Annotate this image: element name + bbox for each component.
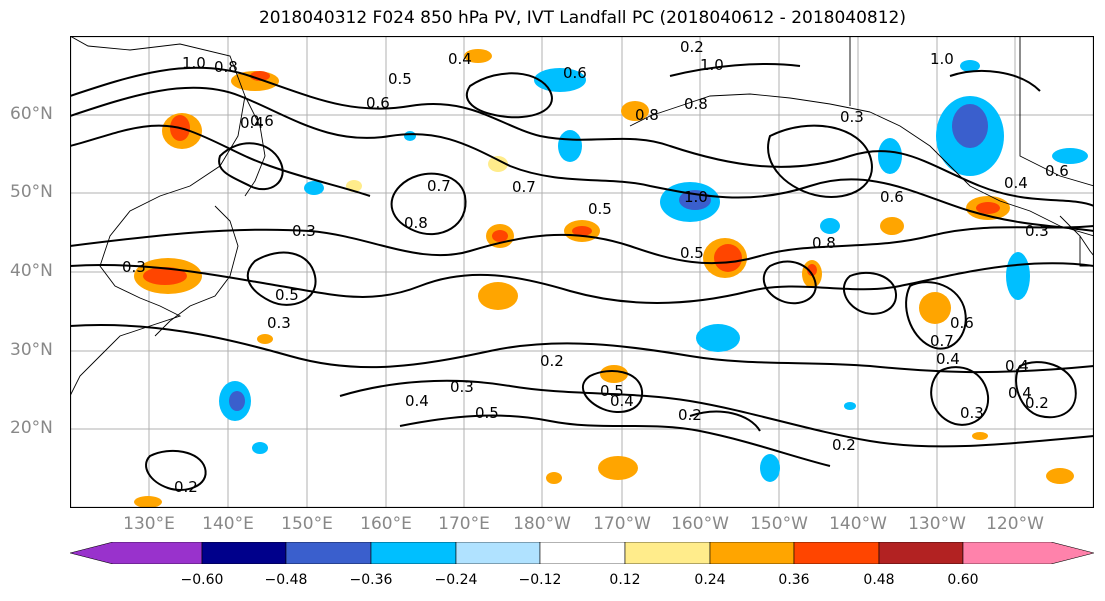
contour-label: 0.5	[600, 382, 624, 400]
contour-label: 0.2	[832, 436, 856, 454]
map-border	[70, 36, 1094, 508]
contour-label: 0.5	[388, 70, 412, 88]
pv-contours	[70, 63, 1094, 491]
contour-label: 0.8	[635, 106, 659, 124]
lon-label: 120°W	[986, 514, 1044, 534]
contour-label: 0.4	[936, 350, 960, 368]
contour-label: 0.2	[678, 406, 702, 424]
colorbar-swatch	[539, 542, 626, 564]
contour-label: 0.7	[930, 332, 954, 350]
contour-label: 0.3	[840, 108, 864, 126]
contour-label: 0.4	[240, 114, 264, 132]
contour-label: 0.2	[174, 478, 198, 496]
colorbar	[70, 542, 1094, 564]
lat-label: 50°N	[10, 182, 53, 202]
colorbar-tick-label: −0.36	[349, 572, 393, 588]
colorbar-tick-label: −0.24	[434, 572, 478, 588]
colorbar-svg	[70, 542, 1094, 564]
contour-label: 0.6	[950, 314, 974, 332]
contour-label: 0.8	[812, 234, 836, 252]
contour-label: 0.8	[214, 58, 238, 76]
lon-label: 170°E	[438, 514, 490, 534]
contour-label: 0.4	[610, 392, 634, 410]
contour-label: 0.2	[1025, 394, 1049, 412]
contour-label: 0.6	[366, 94, 390, 112]
lon-label: 180°W	[513, 514, 571, 534]
contour-label: 0.7	[427, 177, 451, 195]
colorbar-swatch	[455, 542, 541, 564]
colorbar-extend-low	[70, 542, 203, 564]
colorbar-tick-label: 0.36	[778, 572, 810, 588]
colorbar-tick-label: 0.60	[947, 572, 979, 588]
contour-label: 0.3	[122, 258, 146, 276]
contour-label: 0.4	[405, 392, 429, 410]
colorbar-tick-label: −0.48	[264, 572, 308, 588]
colorbar-tick-label: −0.12	[518, 572, 562, 588]
contour-label: 0.6	[1045, 162, 1069, 180]
contour-label: 1.0	[182, 54, 206, 72]
contour-label: 0.3	[1025, 222, 1049, 240]
lon-label: 160°E	[360, 514, 412, 534]
contour-label: 0.5	[475, 404, 499, 422]
map-canvas[interactable]: 1.0 0.8 0.5 0.4 0.2 0.6 1.0 0.8 0.8 0.6 …	[70, 36, 1094, 508]
colorbar-tick-label: 0.24	[694, 572, 726, 588]
contour-label: 0.3	[960, 404, 984, 422]
graticule	[70, 36, 1094, 508]
colorbar-extend-high	[962, 542, 1094, 564]
contour-label: 0.8	[404, 214, 428, 232]
contour-label: 1.0	[930, 50, 954, 68]
contour-label: 0.4	[1004, 174, 1028, 192]
contour-label: 0.6	[250, 112, 274, 130]
lon-label: 160°W	[671, 514, 729, 534]
contour-label: 0.3	[267, 314, 291, 332]
colorbar-tick-label: 0.48	[863, 572, 895, 588]
colorbar-swatch	[878, 542, 964, 564]
lat-label: 60°N	[10, 104, 53, 124]
lat-label: 40°N	[10, 261, 53, 281]
contour-label: 0.3	[450, 378, 474, 396]
lon-label: 140°W	[829, 514, 887, 534]
contour-label: 1.0	[700, 56, 724, 74]
lon-label: 150°W	[750, 514, 808, 534]
colorbar-tick-label: −0.60	[180, 572, 224, 588]
contour-label: 0.7	[512, 178, 536, 196]
lon-label: 150°E	[281, 514, 333, 534]
contour-label: 1.0	[684, 188, 708, 206]
contour-label: 0.5	[680, 244, 704, 262]
contour-label: 0.2	[540, 352, 564, 370]
lon-label: 130°E	[123, 514, 175, 534]
contour-label: 0.4	[1008, 384, 1032, 402]
map-svg: 1.0 0.8 0.5 0.4 0.2 0.6 1.0 0.8 0.8 0.6 …	[70, 36, 1094, 508]
contour-label: 0.4	[448, 50, 472, 68]
contour-label: 0.6	[563, 64, 587, 82]
lat-label: 30°N	[10, 340, 53, 360]
colorbar-swatch	[709, 542, 795, 564]
colorbar-tick-label: 0.12	[609, 572, 641, 588]
contour-label: 0.3	[292, 222, 316, 240]
lon-label: 170°W	[593, 514, 651, 534]
contour-label: 0.8	[684, 95, 708, 113]
contour-label: 0.2	[680, 38, 704, 56]
contour-label: 0.5	[588, 200, 612, 218]
colorbar-swatch	[201, 542, 287, 564]
colorbar-swatch	[285, 542, 372, 564]
colorbar-swatch	[370, 542, 457, 564]
contour-labels: 1.0 0.8 0.5 0.4 0.2 0.6 1.0 0.8 0.8 0.6 …	[122, 38, 1069, 496]
lat-label: 20°N	[10, 418, 53, 438]
lon-label: 130°W	[908, 514, 966, 534]
contour-label: 0.6	[880, 188, 904, 206]
contour-label: 0.5	[275, 286, 299, 304]
colorbar-swatch	[624, 542, 711, 564]
colorbar-swatch	[793, 542, 880, 564]
map-title: 2018040312 F024 850 hPa PV, IVT Landfall…	[258, 8, 906, 28]
lon-label: 140°E	[202, 514, 254, 534]
contour-label: 0.4	[1005, 357, 1029, 375]
